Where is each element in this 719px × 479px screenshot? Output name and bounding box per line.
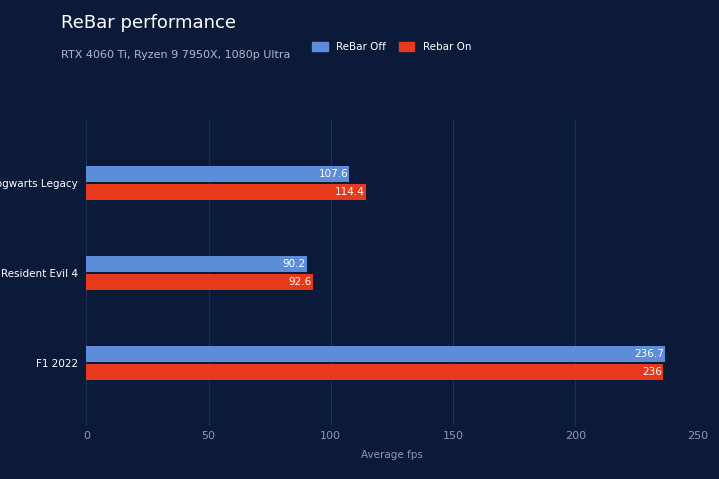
- Bar: [86, 166, 349, 182]
- Bar: [86, 274, 313, 290]
- Text: 114.4: 114.4: [335, 187, 365, 197]
- X-axis label: Average fps: Average fps: [361, 449, 423, 459]
- Text: 90.2: 90.2: [283, 259, 306, 269]
- Text: 92.6: 92.6: [288, 277, 311, 287]
- Text: 107.6: 107.6: [319, 169, 348, 179]
- Bar: [86, 184, 366, 200]
- Text: 236: 236: [642, 367, 662, 377]
- Legend: ReBar Off, Rebar On: ReBar Off, Rebar On: [309, 39, 475, 56]
- Bar: [86, 256, 307, 272]
- Text: RTX 4060 Ti, Ryzen 9 7950X, 1080p Ultra: RTX 4060 Ti, Ryzen 9 7950X, 1080p Ultra: [61, 50, 290, 60]
- Bar: [86, 364, 663, 380]
- Text: 236.7: 236.7: [634, 349, 664, 359]
- Bar: [86, 346, 665, 362]
- Text: ReBar performance: ReBar performance: [61, 14, 236, 33]
